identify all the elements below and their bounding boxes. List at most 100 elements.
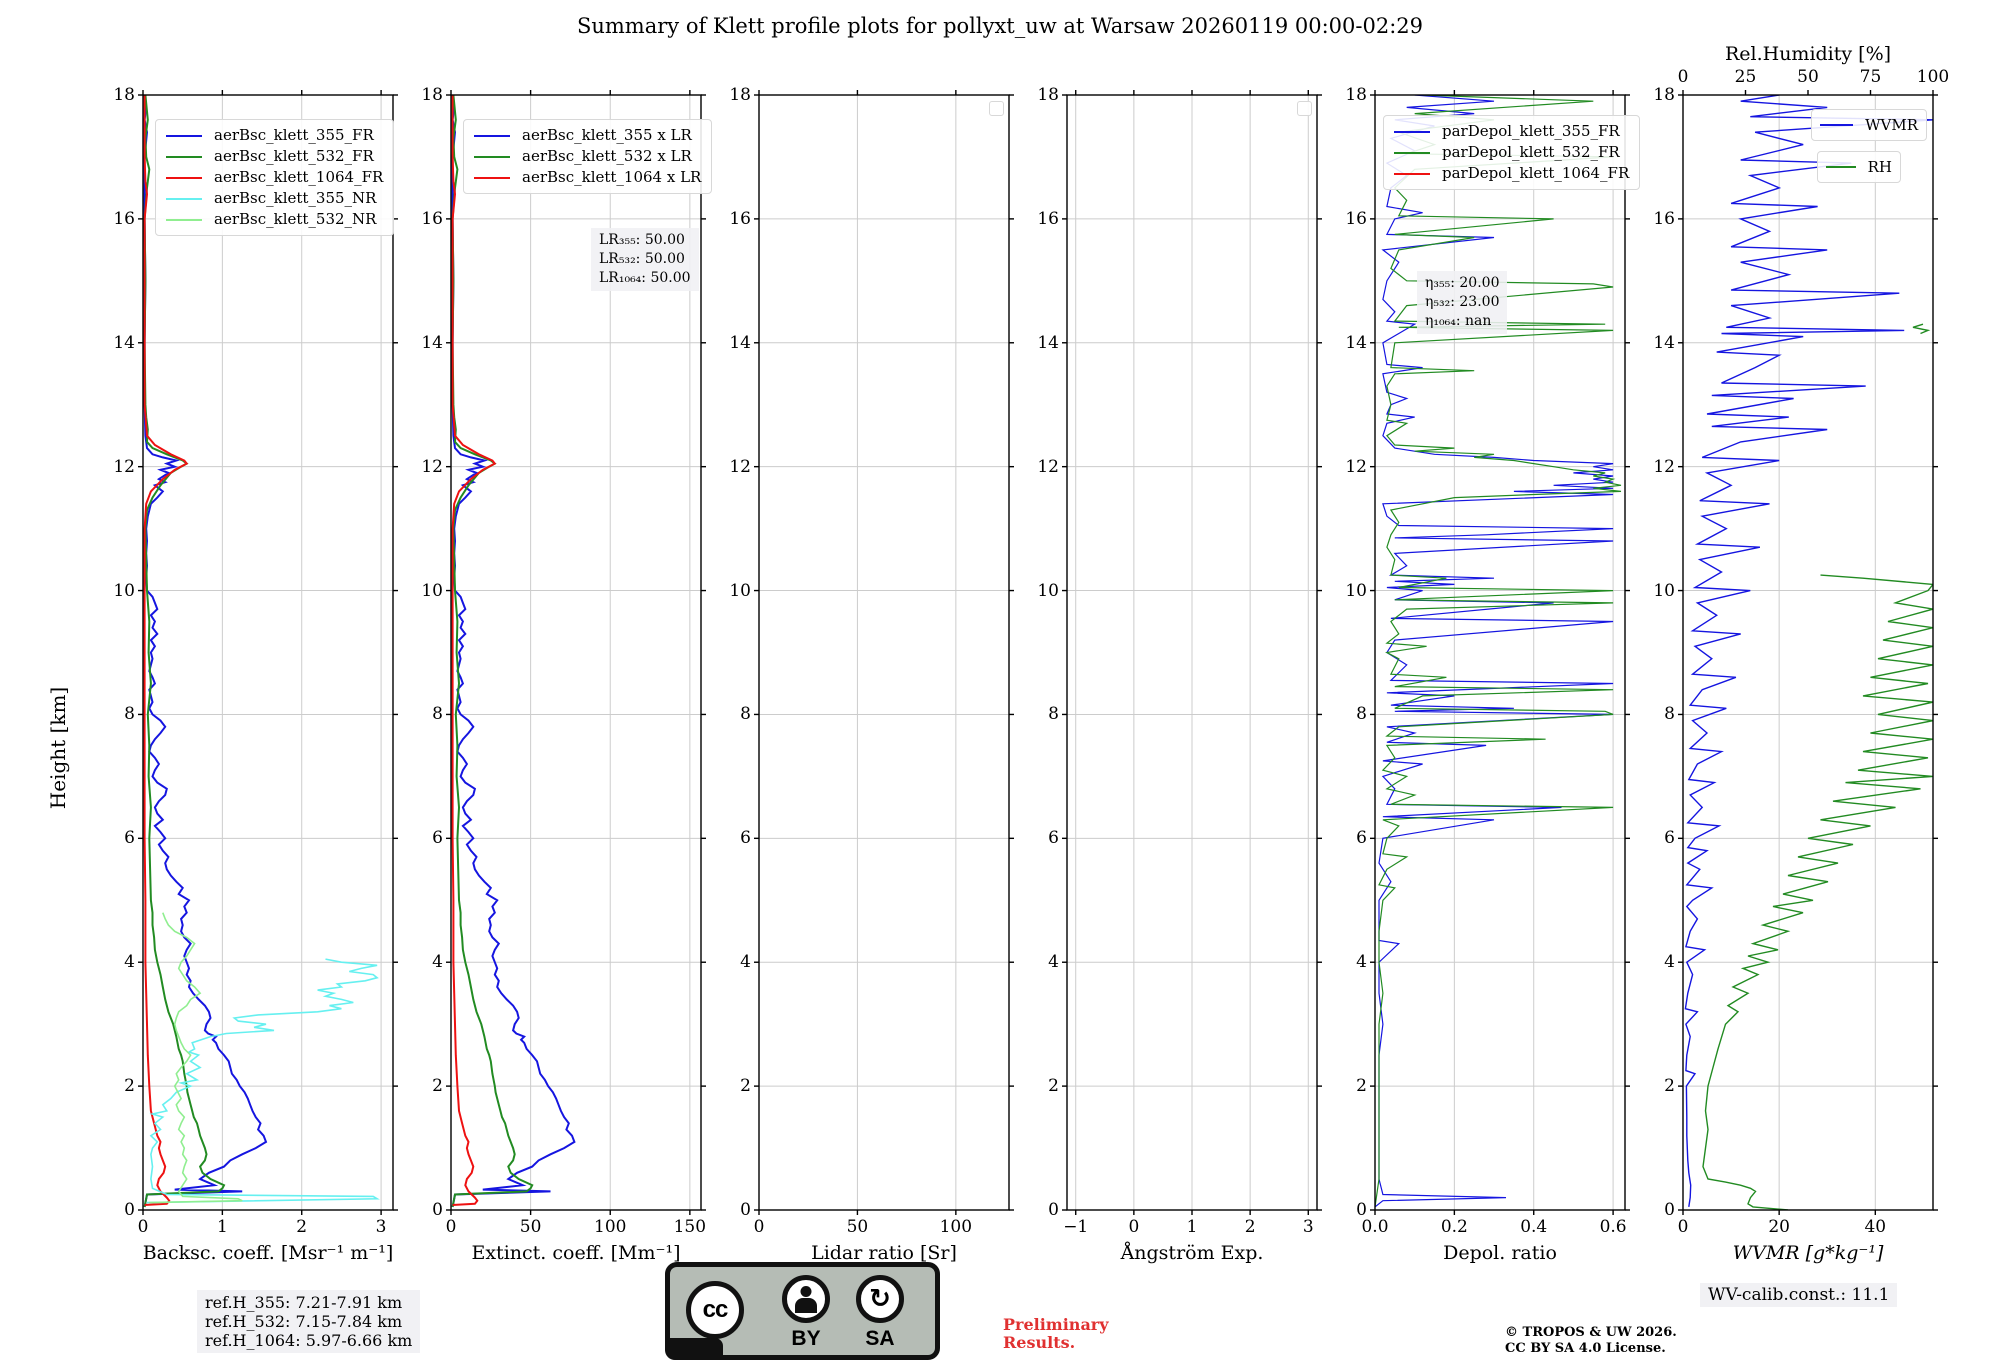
y-tick-label: 2 (1356, 1076, 1367, 1097)
x-tick-label: 0.2 (1440, 1217, 1468, 1237)
top-tick-label: 0 (1677, 67, 1689, 87)
copyright-note: © TROPOS & UW 2026. CC BY SA 4.0 License… (1505, 1325, 1677, 1357)
cc-sa-label: SA (865, 1327, 895, 1350)
y-tick-label: 16 (421, 208, 443, 229)
wvmr-panel-legend-wvmr: WVMR (1811, 109, 1927, 141)
y-tick-label: 0 (1048, 1200, 1059, 1220)
x-tick-label: 20 (1768, 1217, 1790, 1237)
x-tick-label: 100 (939, 1217, 973, 1237)
aerBsc_klett_532_NR-line (149, 912, 243, 1204)
backscatter-panel-xlabel: Backsc. coeff. [Msr⁻¹ m⁻¹] (142, 1242, 394, 1264)
x-tick-label: 1 (1186, 1217, 1198, 1237)
preliminary-line2: Results. (1003, 1333, 1076, 1352)
annotation-line: η₁₀₆₄: nan (1425, 313, 1492, 329)
y-tick-label: 2 (1664, 1076, 1675, 1097)
depol-panel-annotation: η₃₅₅: 20.00 η₅₃₂: 23.00 η₁₀₆₄: nan (1417, 271, 1508, 334)
y-tick-label: 16 (729, 208, 751, 229)
y-tick-label: 10 (729, 580, 751, 601)
y-tick-label: 4 (432, 952, 443, 973)
x-tick-label: 0 (1677, 1217, 1689, 1237)
y-tick-label: 4 (1664, 952, 1675, 973)
legend-item: aerBsc_klett_355 x LR (474, 125, 701, 146)
y-tick-label: 12 (1037, 456, 1059, 477)
angstroem-panel-xlabel: Ångström Exp. (1120, 1242, 1264, 1264)
cc-badge-tab (665, 1338, 723, 1360)
legend-line-sample (1394, 172, 1430, 175)
aerBsc_klett_355 x LR-line (451, 95, 576, 1208)
y-tick-label: 16 (113, 208, 135, 229)
y-tick-label: 12 (113, 456, 135, 477)
extinction-panel-xlabel: Extinct. coeff. [Mm⁻¹] (471, 1242, 681, 1264)
legend-line-sample (166, 134, 202, 137)
cc-license-badge: cc ↻ BY SA (665, 1262, 940, 1360)
y-tick-label: 10 (1345, 580, 1367, 601)
cc-icon: cc (686, 1281, 744, 1339)
y-tick-label: 0 (124, 1200, 135, 1220)
y-tick-label: 4 (1048, 952, 1059, 973)
y-tick-label: 8 (124, 704, 135, 725)
legend-line-sample (1394, 130, 1430, 133)
x-tick-label: 0 (445, 1217, 457, 1237)
x-tick-label: 2 (1244, 1217, 1256, 1237)
WVMR-line (1684, 95, 1933, 1208)
legend-item: aerBsc_klett_355_NR (166, 188, 383, 209)
legend-label: aerBsc_klett_532 x LR (522, 147, 692, 165)
aerBsc_klett_355_FR-line (143, 95, 268, 1208)
legend-label: parDepol_klett_355_FR (1442, 122, 1620, 140)
y-tick-label: 16 (1037, 208, 1059, 229)
x-tick-label: 3 (1302, 1217, 1314, 1237)
y-tick-label: 6 (1664, 828, 1675, 849)
legend-line-sample (1394, 151, 1430, 154)
y-tick-label: 10 (113, 580, 135, 601)
aerBsc_klett_1064 x LR-line (451, 95, 497, 1206)
legend-line-sample (474, 176, 510, 179)
y-tick-label: 8 (432, 704, 443, 725)
x-tick-label: 0 (137, 1217, 149, 1237)
x-tick-label: 3 (375, 1217, 387, 1237)
ref-height-note: ref.H_355: 7.21-7.91 km ref.H_532: 7.15-… (197, 1290, 421, 1353)
depol-panel-border (1374, 94, 1626, 1211)
y-tick-label: 2 (432, 1076, 443, 1097)
y-tick-label: 10 (421, 580, 443, 601)
aerBsc_klett_1064_FR-line (143, 95, 189, 1206)
annotation-line: η₅₃₂: 23.00 (1425, 294, 1500, 310)
wvmr-panel-xlabel: WVMR [g*kg⁻¹] (1732, 1242, 1884, 1264)
legend-line-sample (166, 218, 202, 221)
legend-line-sample (166, 197, 202, 200)
legend-line-sample (166, 176, 202, 179)
legend-label: parDepol_klett_532_FR (1442, 143, 1620, 161)
cc-by-person-icon (782, 1275, 830, 1323)
legend-label: aerBsc_klett_355_FR (214, 126, 374, 144)
extinction-panel-annotation: LR₃₅₅: 50.00 LR₅₃₂: 50.00 LR₁₀₆₄: 50.00 (591, 228, 699, 291)
y-tick-label: 18 (113, 85, 135, 105)
y-tick-label: 14 (1345, 332, 1367, 353)
top-axis-label: Rel.Humidity [%] (1724, 43, 1892, 65)
x-tick-label: 0 (1128, 1217, 1140, 1237)
annotation-line: LR₁₀₆₄: 50.00 (599, 270, 691, 286)
depol-panel-xlabel: Depol. ratio (1443, 1242, 1557, 1264)
x-tick-label: 0 (753, 1217, 765, 1237)
x-tick-label: 100 (594, 1217, 627, 1237)
legend-label: RH (1867, 157, 1892, 176)
y-tick-label: 6 (740, 828, 751, 849)
legend-item: aerBsc_klett_532_NR (166, 209, 383, 230)
y-tick-label: 8 (1664, 704, 1675, 725)
extinction-panel-legend: aerBsc_klett_355 x LR aerBsc_klett_532 x … (463, 119, 713, 194)
y-tick-label: 4 (1356, 952, 1367, 973)
top-tick-label: 75 (1859, 67, 1882, 87)
backscatter-panel-border (142, 94, 394, 1211)
y-tick-label: 6 (1356, 828, 1367, 849)
top-tick-label: 100 (1916, 67, 1950, 87)
y-tick-label: 14 (729, 332, 751, 353)
x-tick-label: 40 (1864, 1217, 1887, 1237)
annotation-line: η₃₅₅: 20.00 (1425, 275, 1500, 291)
cc-icon-text: cc (702, 1296, 729, 1323)
y-tick-label: 16 (1653, 208, 1675, 229)
legend-label: aerBsc_klett_355_NR (214, 189, 377, 207)
cc-sa-arrow-icon: ↻ (856, 1275, 904, 1323)
lidar-ratio-panel-xlabel: Lidar ratio [Sr] (811, 1242, 957, 1264)
legend-item: aerBsc_klett_355_FR (166, 125, 383, 146)
y-tick-label: 6 (124, 828, 135, 849)
